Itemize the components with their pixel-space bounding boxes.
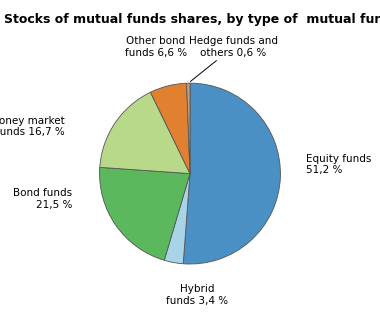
Wedge shape bbox=[100, 167, 190, 260]
Text: Equity funds
51,2 %: Equity funds 51,2 % bbox=[306, 154, 371, 175]
Text: Bond funds
21,5 %: Bond funds 21,5 % bbox=[13, 188, 73, 210]
Text: Hybrid
funds 3,4 %: Hybrid funds 3,4 % bbox=[166, 284, 228, 306]
Text: Money market
funds 16,7 %: Money market funds 16,7 % bbox=[0, 116, 65, 137]
Wedge shape bbox=[100, 92, 190, 173]
Wedge shape bbox=[187, 83, 190, 173]
Wedge shape bbox=[164, 173, 190, 264]
Text: Stocks of mutual funds shares, by type of  mutual funds. Per cent: Stocks of mutual funds shares, by type o… bbox=[4, 13, 380, 26]
Text: Other bond
funds 6,6 %: Other bond funds 6,6 % bbox=[125, 36, 187, 58]
Wedge shape bbox=[183, 83, 280, 264]
Text: Hedge funds and
others 0,6 %: Hedge funds and others 0,6 % bbox=[189, 36, 278, 82]
Wedge shape bbox=[150, 83, 190, 173]
